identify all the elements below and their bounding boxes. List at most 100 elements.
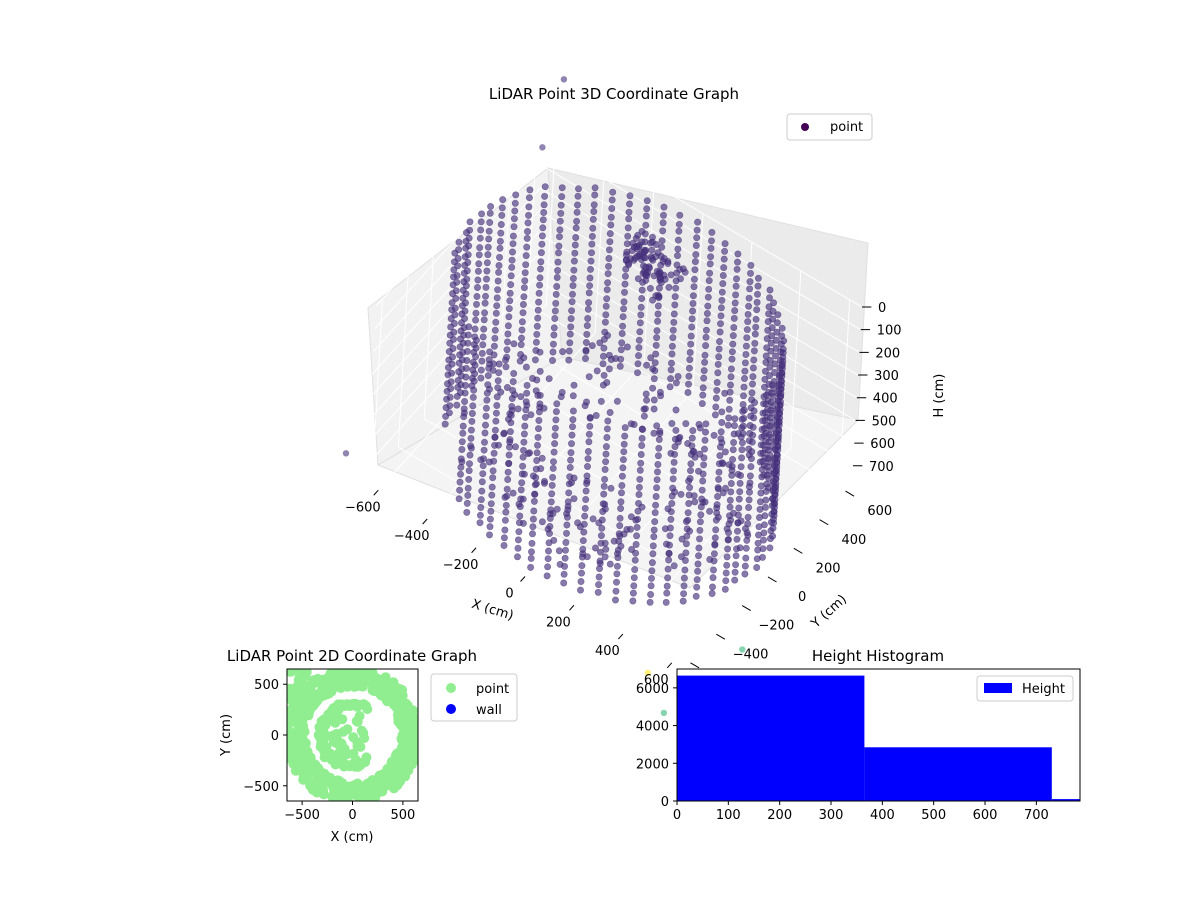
scatter-point-3d (668, 350, 676, 358)
scatter-point-3d (519, 462, 527, 470)
histogram-bar (864, 747, 1052, 801)
scatter-point-3d (493, 401, 501, 409)
scatter-point-3d (670, 310, 678, 318)
scatter-point-3d (598, 524, 606, 532)
scatter-point-3d (583, 472, 591, 480)
scatter-point-3d (700, 461, 708, 469)
scatter-point-3d (528, 539, 536, 547)
y-axis-label-2d: Y (cm) (219, 714, 234, 757)
scatter-point-3d (765, 446, 773, 454)
scatter-point-3d (662, 598, 670, 606)
scatter-point-3d (738, 446, 746, 454)
scatter-point-3d (498, 204, 506, 212)
scatter-point-3d (711, 541, 719, 549)
scatter-point-3d (491, 326, 499, 334)
scatter-point-3d (768, 381, 776, 389)
scatter-point-3d (718, 408, 726, 416)
scatter-point-3d (694, 567, 702, 575)
scatter-point-3d (471, 361, 479, 369)
scatter-point-3d (659, 227, 667, 235)
scatter-point-3d (523, 389, 531, 397)
scatter-point-3d (567, 315, 575, 323)
height-histogram-panel: Height Histogram 0 100 200 300 400 500 600 7000… (636, 647, 1081, 823)
scatter-point-3d (663, 589, 671, 597)
scatter-point-3d (616, 514, 624, 522)
scatter-point-3d (549, 473, 557, 481)
scatter-point-3d (582, 338, 590, 346)
scatter-point-3d (539, 216, 547, 224)
scatter-point-3d (511, 443, 519, 451)
scatter-point-3d (643, 396, 651, 404)
x-tick-3d (666, 662, 673, 669)
scatter-point-3d (555, 233, 563, 241)
scatter-point-3d (742, 342, 750, 350)
scatter-point-3d (596, 557, 604, 565)
scatter-point-3d (567, 323, 575, 331)
scatter-point-3d (591, 191, 599, 199)
scatter-point-3d (707, 237, 715, 245)
scatter-point-3d (455, 495, 463, 503)
scatter-point-3d (711, 411, 719, 419)
z-tick-label-3d: 100 (877, 324, 902, 339)
histogram-axes: 0 100 200 300 400 500 600 700 0 2000 4000 6000 (636, 682, 1049, 823)
scatter-point-3d (652, 341, 660, 349)
scatter-point-3d (699, 470, 707, 478)
histogram-frame (676, 668, 1081, 802)
scatter-point-3d (586, 274, 594, 282)
scatter-point-3d (513, 553, 521, 561)
histogram-bar (1051, 799, 1080, 801)
scatter-point-3d (591, 544, 599, 552)
scatter-point-3d (568, 431, 576, 439)
scatter-point-3d (569, 416, 577, 424)
scatter-point-3d (672, 284, 680, 292)
scatter-point-3d (463, 356, 471, 364)
scatter-point-3d (738, 454, 746, 462)
scatter-point-3d (686, 483, 694, 491)
scatter-point-3d (519, 309, 527, 317)
scatter-point-3d (685, 499, 693, 507)
scatter-point-3d (700, 445, 708, 453)
scatter-point-3d (506, 289, 514, 297)
scatter-point-3d (536, 348, 544, 356)
scatter-point-3d (771, 352, 779, 360)
y-tick-3d (845, 490, 855, 497)
scatter-point-3d (733, 265, 741, 273)
scatter-point-3d (549, 458, 557, 466)
scatter-point-3d (476, 244, 484, 252)
scatter-point-3d (705, 285, 713, 293)
scatter-point-3d (503, 485, 511, 493)
scatter-point-3d (506, 436, 514, 444)
histogram-bars (677, 675, 1080, 801)
scatter-point-3d (545, 529, 553, 537)
scatter-point-2d (287, 669, 296, 677)
x-tick-label-3d: 200 (546, 615, 571, 630)
scatter-point-3d (535, 298, 543, 306)
scatter-point-3d (649, 542, 657, 550)
scatter-point-3d (730, 438, 738, 446)
scatter-point-3d (483, 396, 491, 404)
scatter-point-3d (668, 419, 676, 427)
scatter-point-3d (643, 197, 651, 205)
scatter-point-3d (673, 252, 681, 260)
scatter-point-3d (517, 495, 525, 503)
scatter-point-3d (724, 545, 732, 553)
scatter-point-3d (692, 592, 700, 600)
scatter-point-3d (655, 435, 663, 443)
scatter-point-3d (698, 495, 706, 503)
scatter-point-3d (471, 370, 479, 378)
scatter-point-3d (515, 528, 523, 536)
scatter-point-3d (536, 265, 544, 273)
scatter-point-3d (563, 513, 571, 521)
scatter-point-3d (642, 221, 650, 229)
scatter-point-3d (535, 408, 543, 416)
scatter-point-3d (642, 269, 650, 277)
scatter-point-3d (779, 349, 787, 357)
scatter-point-3d (588, 240, 596, 248)
scatter-point-3d (595, 581, 603, 589)
scatter-point-3d (652, 241, 660, 249)
scatter-point-3d (775, 387, 783, 395)
scatter-point-3d (765, 303, 773, 311)
scatter-point-3d (464, 484, 472, 492)
scatter-point-3d (669, 334, 677, 342)
scatter-point-3d (647, 590, 655, 598)
